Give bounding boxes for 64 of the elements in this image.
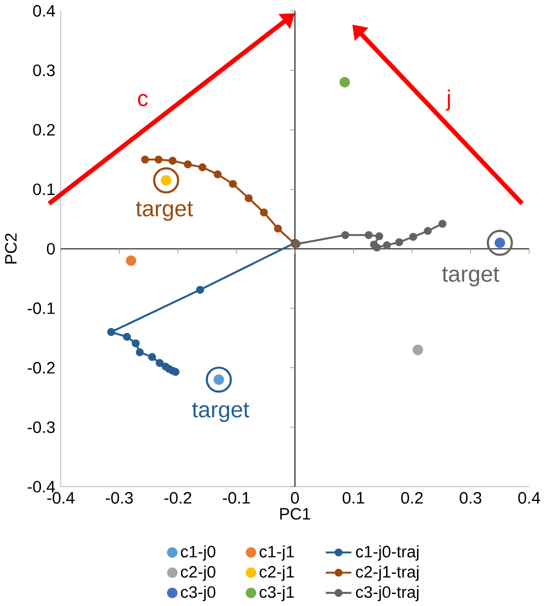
point xyxy=(168,156,177,165)
annotation: j xyxy=(446,90,450,111)
legend-label: c2-j0 xyxy=(181,566,216,581)
y-tick-label: 0.2 xyxy=(33,124,55,136)
annotation: target xyxy=(136,202,194,221)
point xyxy=(274,224,282,233)
y-tick-label: -0.1 xyxy=(28,302,55,314)
point xyxy=(409,232,418,241)
legend-label: c3-j1 xyxy=(260,586,294,602)
point xyxy=(148,353,156,361)
point xyxy=(438,220,447,228)
x-tick-label: -0.3 xyxy=(106,492,133,504)
x-tick-label: 0.2 xyxy=(401,492,423,504)
y-tick-label: -0.2 xyxy=(28,362,55,374)
point xyxy=(154,156,163,164)
point xyxy=(196,286,204,294)
legend-label: c1-j0-traj xyxy=(356,545,419,561)
y-axis-title: PC2 xyxy=(5,234,17,264)
annotation: target xyxy=(192,402,250,422)
legend-label: c3-j0-traj xyxy=(356,586,419,602)
point xyxy=(383,241,392,250)
point xyxy=(123,332,132,341)
x-tick-label: -0.4 xyxy=(47,492,75,504)
annotation: c xyxy=(138,94,148,106)
point xyxy=(107,328,116,336)
y-tick-label: 0.3 xyxy=(33,64,55,76)
point xyxy=(412,344,424,356)
legend-label: c2-j1-traj xyxy=(356,566,419,581)
point xyxy=(198,163,207,172)
point xyxy=(184,160,192,168)
y-tick-label: 0.1 xyxy=(33,183,55,196)
x-tick-label: 0.4 xyxy=(518,492,540,504)
point xyxy=(373,244,382,252)
point xyxy=(342,231,350,240)
point xyxy=(244,194,253,202)
point xyxy=(260,208,268,216)
legend-label: c1-j1 xyxy=(260,545,294,561)
point xyxy=(126,255,136,266)
point xyxy=(132,339,140,348)
point xyxy=(156,358,164,367)
y-tick-label: -0.3 xyxy=(28,421,55,434)
point xyxy=(229,180,238,188)
y-tick-label: -0.4 xyxy=(28,480,56,493)
point xyxy=(364,231,373,240)
y-tick-label: 0 xyxy=(47,242,55,255)
x-tick-label: 0.3 xyxy=(460,492,482,504)
point xyxy=(375,232,384,240)
x-axis-title: PC1 xyxy=(280,508,310,520)
x-tick-label: -0.1 xyxy=(223,492,250,504)
legend-label: c3-j0 xyxy=(181,586,216,602)
point xyxy=(395,238,404,246)
point xyxy=(136,348,144,356)
x-tick-label: 0 xyxy=(291,492,300,504)
annotation: target xyxy=(442,267,500,286)
x-tick-label: -0.2 xyxy=(164,492,192,504)
point xyxy=(141,156,150,164)
legend-label: c1-j0 xyxy=(181,545,216,561)
y-tick-label: 0.4 xyxy=(33,5,56,17)
point xyxy=(424,226,432,235)
legend-label: c2-j1 xyxy=(260,566,294,581)
point xyxy=(214,170,222,178)
point xyxy=(172,368,180,376)
point xyxy=(340,76,350,88)
x-tick-label: 0.1 xyxy=(342,492,364,504)
